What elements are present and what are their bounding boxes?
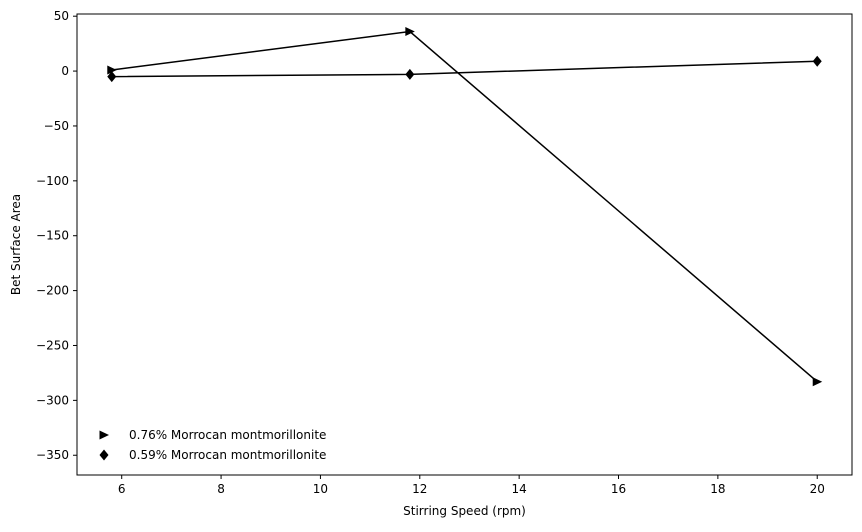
y-tick-label: −250 <box>36 338 69 352</box>
legend-marker <box>99 430 109 440</box>
y-tick-label: −100 <box>36 174 69 188</box>
ticks-layer: 6 8 10 12 14 16 18 20 50 0 −50 −100 −150 −200 −250 −300… <box>36 9 825 496</box>
y-tick-label: 0 <box>61 64 69 78</box>
series-1-point <box>405 27 415 37</box>
x-tick-label: 12 <box>412 482 427 496</box>
legend-item: 0.76% Morrocan montmorillonite <box>99 428 326 442</box>
series-1 <box>107 27 823 387</box>
y-tick-label: 50 <box>54 9 69 23</box>
y-tick-label: −150 <box>36 229 69 243</box>
y-tick-label: −350 <box>36 448 69 462</box>
x-tick-label: 18 <box>710 482 725 496</box>
y-tick-label: −300 <box>36 393 69 407</box>
plot-frame <box>76 13 853 476</box>
series-1-point <box>107 65 117 75</box>
x-axis-label: Stirring Speed (rpm) <box>403 504 526 518</box>
series-2 <box>107 55 822 83</box>
series-2-point <box>107 71 117 83</box>
legend-label: 0.76% Morrocan montmorillonite <box>129 428 326 442</box>
legend-marker <box>99 449 109 461</box>
legend-item: 0.59% Morrocan montmorillonite <box>99 448 326 462</box>
x-tick-label: 8 <box>217 482 225 496</box>
x-tick-label: 6 <box>118 482 126 496</box>
x-tick-label: 20 <box>810 482 825 496</box>
y-tick-label: −50 <box>44 119 69 133</box>
y-axis-label: Bet Surface Area <box>9 194 23 295</box>
series-1-point <box>812 377 823 387</box>
x-tick-label: 10 <box>313 482 328 496</box>
x-tick-label: 16 <box>611 482 626 496</box>
x-tick-label: 14 <box>512 482 527 496</box>
legend-label: 0.59% Morrocan montmorillonite <box>129 448 326 462</box>
legend: 0.76% Morrocan montmorillonite 0.59% Morr… <box>99 428 326 462</box>
series-2-point <box>405 68 415 80</box>
series-2-point <box>812 55 822 67</box>
y-tick-label: −200 <box>36 284 69 298</box>
series-layer <box>107 27 823 387</box>
plot-area <box>77 14 852 475</box>
